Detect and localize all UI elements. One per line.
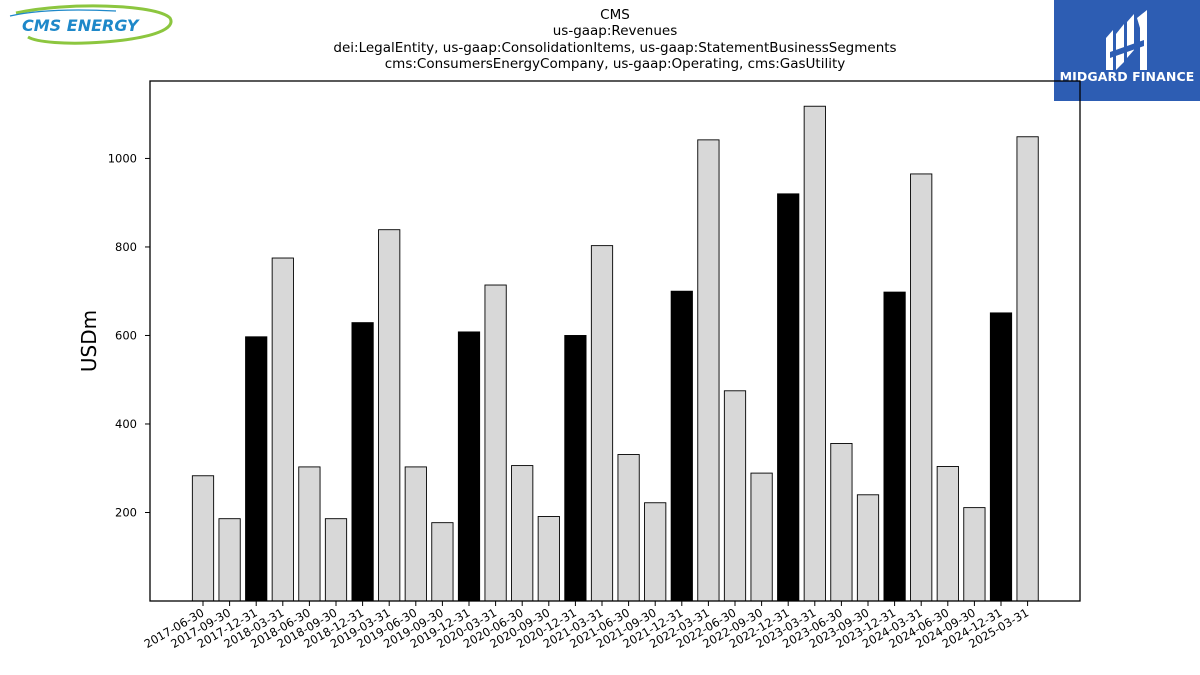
bar-2024-03-31 xyxy=(910,173,933,602)
bar-2022-03-31 xyxy=(697,139,720,602)
bar-2021-06-30 xyxy=(617,454,640,602)
chart-subtitle-2: dei:LegalEntity, us-gaap:ConsolidationIt… xyxy=(333,39,897,56)
y-axis: 200 400 600 800 1000 xyxy=(108,151,150,519)
bar-2023-09-30 xyxy=(856,494,880,602)
bar-2018-03-31 xyxy=(271,257,294,602)
midgard-finance-logo: MIDGARD FINANCE xyxy=(1054,0,1200,101)
bar-2022-06-30 xyxy=(723,390,747,602)
midgard-logo-text: MIDGARD FINANCE xyxy=(1059,69,1195,84)
cms-energy-logo-text: CMS ENERGY xyxy=(22,16,140,35)
y-tick-label: 1000 xyxy=(108,151,137,165)
bar-2023-12-31 xyxy=(883,291,906,602)
bar-2019-09-30 xyxy=(431,522,454,602)
bar-2024-09-30 xyxy=(963,507,986,602)
bar-2024-06-30 xyxy=(936,466,959,602)
bar-2017-12-31 xyxy=(245,336,268,602)
y-tick-label: 400 xyxy=(115,417,137,431)
bar-2019-03-31 xyxy=(378,229,401,602)
bar-2022-09-30 xyxy=(750,472,773,602)
bar-2025-03-31 xyxy=(1016,136,1039,602)
plot-frame xyxy=(149,80,1081,602)
bar-2024-12-31 xyxy=(989,312,1013,602)
bars-group xyxy=(191,105,1039,602)
bar-2017-06-30 xyxy=(191,475,215,602)
y-tick-label: 200 xyxy=(115,505,137,519)
y-tick-label: 600 xyxy=(115,328,137,342)
bar-2023-03-31 xyxy=(803,105,826,602)
bar-2019-12-31 xyxy=(457,331,481,602)
bar-2020-12-31 xyxy=(564,335,587,602)
bar-2020-03-31 xyxy=(484,284,507,602)
bar-2018-12-31 xyxy=(351,322,374,602)
bar-2019-06-30 xyxy=(404,466,427,602)
bar-2018-09-30 xyxy=(324,518,348,602)
chart-subtitle-1: us-gaap:Revenues xyxy=(552,23,678,40)
bar-2020-06-30 xyxy=(511,465,534,602)
y-tick-label: 800 xyxy=(115,240,137,254)
cms-energy-logo: CMS ENERGY xyxy=(9,4,173,45)
bar-2021-03-31 xyxy=(590,245,614,602)
bar-2021-12-31 xyxy=(670,290,693,602)
y-axis-label: USDm xyxy=(77,310,101,372)
midgard-mark-icon xyxy=(1106,10,1147,70)
bar-2017-09-30 xyxy=(218,518,241,602)
bar-2021-09-30 xyxy=(644,502,667,602)
x-axis: 2017-06-302017-09-302017-12-312018-03-31… xyxy=(142,601,1031,651)
chart-title-block: CMS us-gaap:Revenues dei:LegalEntity, us… xyxy=(240,7,990,72)
bar-2023-06-30 xyxy=(830,443,853,602)
bar-2020-09-30 xyxy=(537,516,560,602)
chart-subtitle-3: cms:ConsumersEnergyCompany, us-gaap:Oper… xyxy=(384,55,846,72)
bar-2022-12-31 xyxy=(777,193,800,602)
bar-2018-06-30 xyxy=(298,466,321,602)
chart-title: CMS xyxy=(600,7,630,23)
